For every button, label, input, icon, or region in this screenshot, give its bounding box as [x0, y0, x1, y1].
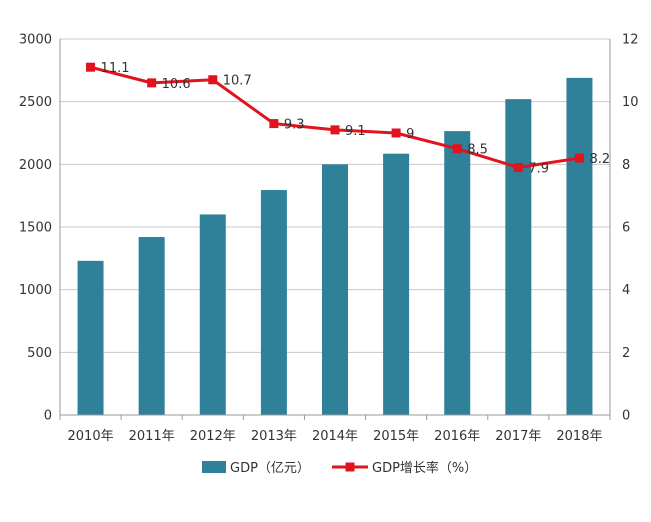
- x-tick-label: 2012年: [190, 429, 236, 444]
- growth-rate-data-label: 8.5: [467, 143, 488, 158]
- x-tick-label: 2013年: [251, 429, 297, 444]
- y-left-tick-label: 2000: [19, 158, 52, 173]
- growth-rate-point: [147, 78, 157, 88]
- axes: 0 500 1000 1500 2000 2500 3000 0 2 4 6 8 10 12 2010年 20…: [19, 33, 639, 445]
- growth-rate-point: [574, 153, 584, 163]
- growth-rate-data-label: 9: [406, 127, 414, 142]
- data-labels: 11.1 10.6 10.7 9.3 9.1 9 8.5 7.9 8.2: [101, 61, 611, 176]
- growth-rate-data-label: 9.3: [284, 118, 305, 133]
- y-right-tick-label: 12: [622, 33, 639, 48]
- growth-rate-point: [391, 128, 401, 138]
- y-left-tick-label: 1000: [19, 283, 52, 298]
- legend-growth-label: GDP增长率（%）: [372, 460, 477, 476]
- x-tick-label: 2011年: [129, 429, 175, 444]
- gdp-bar: [383, 153, 410, 415]
- gdp-bar: [322, 164, 348, 415]
- y-right-tick-label: 0: [622, 409, 630, 424]
- growth-rate-point: [269, 119, 279, 129]
- gdp-bar: [138, 237, 165, 415]
- y-right-tick-label: 8: [622, 158, 630, 173]
- y-right-tick-label: 2: [622, 346, 630, 361]
- y-left-tick-label: 1500: [19, 221, 52, 236]
- gdp-bar: [77, 260, 104, 415]
- growth-rate-data-label: 7.9: [528, 161, 549, 176]
- growth-rate-point: [86, 62, 96, 72]
- bar-series: [77, 77, 593, 415]
- growth-rate-data-label: 9.1: [345, 124, 366, 139]
- y-left-tick-label: 0: [44, 409, 52, 424]
- x-tick-label: 2018年: [556, 429, 602, 444]
- legend-marker-swatch: [345, 462, 355, 472]
- gdp-bar: [505, 99, 532, 415]
- x-tick-label: 2015年: [373, 429, 419, 444]
- growth-rate-data-label: 10.7: [223, 74, 252, 89]
- gdp-bar: [566, 77, 593, 415]
- growth-rate-data-label: 8.2: [589, 152, 610, 167]
- x-tick-label: 2014年: [312, 429, 358, 444]
- y-right-tick-label: 10: [622, 95, 639, 110]
- growth-rate-data-label: 10.6: [162, 77, 191, 92]
- x-tick-label: 2010年: [68, 429, 114, 444]
- legend: GDP（亿元） GDP增长率（%）: [202, 460, 477, 476]
- gdp-bar: [444, 131, 471, 415]
- growth-rate-point: [208, 75, 218, 85]
- growth-rate-point: [330, 125, 340, 135]
- y-left-tick-label: 2500: [19, 95, 52, 110]
- legend-gdp-label: GDP（亿元）: [230, 461, 310, 476]
- gdp-bar: [260, 190, 287, 415]
- line-series: [86, 62, 584, 172]
- y-right-tick-label: 4: [622, 283, 630, 298]
- x-tick-label: 2017年: [495, 429, 541, 444]
- y-right-tick-label: 6: [622, 221, 630, 236]
- growth-rate-data-label: 11.1: [101, 61, 130, 76]
- y-left-tick-label: 3000: [19, 33, 52, 48]
- gdp-bar: [199, 214, 226, 415]
- x-tick-label: 2016年: [434, 429, 480, 444]
- y-left-tick-label: 500: [27, 346, 52, 361]
- legend-bar-swatch: [202, 461, 226, 473]
- growth-rate-point: [452, 144, 462, 154]
- growth-rate-point: [513, 162, 523, 172]
